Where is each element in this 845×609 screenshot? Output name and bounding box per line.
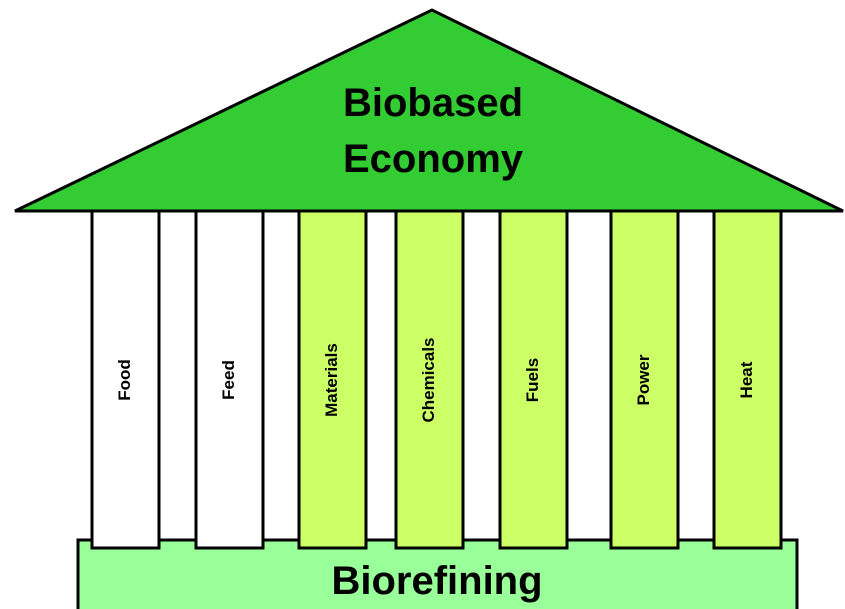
- pillar: [194, 203, 265, 550]
- pillar-label: Heat: [737, 361, 756, 398]
- base-label: Biorefining: [331, 559, 542, 603]
- roof: [14, 8, 844, 213]
- roof-title: Economy: [343, 137, 524, 181]
- pillar-label: Fuels: [523, 358, 542, 402]
- pillar-label: Power: [634, 354, 653, 405]
- pillar-label: Materials: [322, 343, 341, 417]
- pillar-label: Chemicals: [419, 337, 438, 422]
- pillar: [712, 203, 783, 550]
- roof-title: Biobased: [343, 81, 523, 125]
- pillar: [394, 203, 465, 550]
- pillar-label: Food: [115, 359, 134, 401]
- pillar: [498, 203, 569, 550]
- pillar: [90, 203, 161, 550]
- pillar-label: Feed: [219, 360, 238, 400]
- base: [76, 538, 799, 609]
- pillar: [609, 203, 680, 550]
